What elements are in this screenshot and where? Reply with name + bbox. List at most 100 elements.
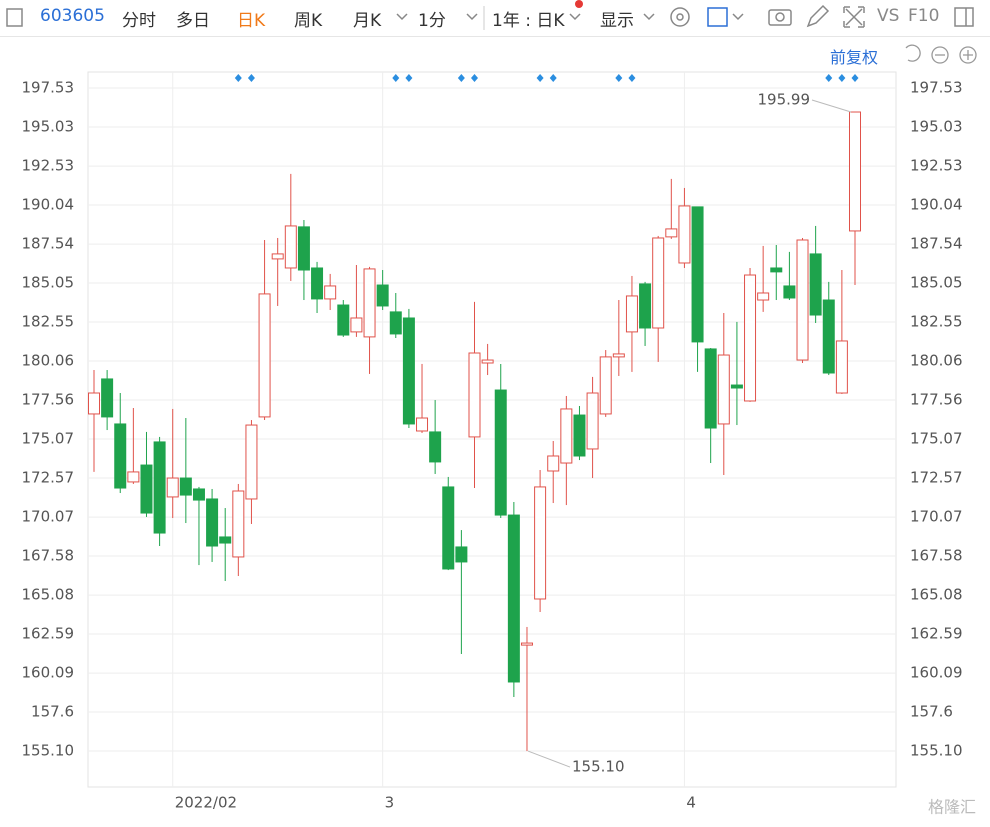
y-tick-label: 190.04: [22, 195, 75, 213]
candle-body: [717, 354, 730, 425]
y-tick-label-right: 175.07: [910, 429, 963, 447]
tab-active[interactable]: 日K: [237, 11, 266, 31]
candle-body: [127, 471, 140, 483]
candle-body: [757, 292, 770, 301]
annotation: 155.10: [572, 758, 625, 776]
x-tick-label: 3: [385, 794, 395, 812]
candle-body: [494, 389, 507, 516]
layout-icon[interactable]: [954, 7, 974, 27]
tab[interactable]: 1分: [418, 11, 446, 31]
undo-icon[interactable]: [905, 44, 921, 62]
y-tick-label: 160.09: [22, 664, 75, 682]
candle-body: [416, 417, 429, 432]
candle-body: [625, 295, 638, 333]
candle-body: [455, 546, 468, 563]
event-marker: [392, 74, 400, 82]
candle-body: [678, 205, 691, 264]
candle-body: [744, 274, 757, 402]
square-icon[interactable]: [707, 7, 728, 27]
candle-body: [337, 304, 350, 336]
candle-body: [258, 293, 271, 418]
candle-body: [376, 284, 389, 307]
candle-body: [547, 455, 560, 472]
candle-body: [691, 206, 704, 343]
candle-body: [652, 237, 665, 329]
zoom-out-icon[interactable]: [931, 46, 949, 64]
camera-icon[interactable]: [768, 9, 792, 26]
candle-body: [849, 111, 861, 232]
f10-button[interactable]: F10: [908, 6, 940, 26]
display-select[interactable]: 显示: [600, 11, 634, 31]
y-tick-label: 165.08: [22, 586, 75, 604]
y-tick-label: 172.57: [22, 469, 75, 487]
candle-body: [206, 498, 219, 547]
candle-body: [835, 340, 848, 394]
candle-body: [153, 441, 166, 534]
red-dot: [575, 0, 583, 8]
candle-body: [507, 514, 520, 683]
candle-body: [468, 352, 481, 438]
candle-body: [402, 317, 415, 425]
candle-body: [219, 536, 232, 544]
y-tick-label: 177.56: [22, 391, 75, 409]
zoom-in-icon[interactable]: [959, 46, 977, 64]
tab[interactable]: 周K: [294, 11, 323, 31]
x-tick-label: 4: [686, 794, 696, 812]
stock-code[interactable]: 603605: [40, 6, 105, 26]
y-tick-label-right: 167.58: [910, 547, 963, 565]
candle-body: [179, 477, 192, 496]
event-marker: [838, 74, 846, 82]
event-marker: [615, 74, 623, 82]
y-tick-label-right: 185.05: [910, 273, 963, 291]
y-tick-label-right: 182.55: [910, 313, 963, 331]
panel-icon[interactable]: [6, 8, 23, 27]
tab[interactable]: 多日: [176, 11, 210, 31]
plot-border: [87, 71, 897, 788]
y-tick-label-right: 197.53: [910, 78, 963, 96]
candle-body: [232, 490, 245, 558]
candle-body: [88, 392, 100, 415]
y-tick-label: 182.55: [22, 313, 75, 331]
adjust-button[interactable]: 前复权: [830, 48, 879, 67]
candle-body: [573, 414, 586, 457]
candle-body: [311, 267, 324, 300]
y-tick-label-right: 160.09: [910, 664, 963, 682]
period-select[interactable]: 1年 : 日K: [492, 11, 565, 31]
y-tick-label: 185.05: [22, 273, 75, 291]
candle-body: [730, 384, 743, 389]
candle-body: [101, 378, 114, 418]
expand-icon[interactable]: [843, 6, 865, 28]
tab[interactable]: 月K: [353, 11, 382, 31]
y-tick-label-right: 180.06: [910, 351, 963, 369]
candle-body: [665, 228, 678, 238]
event-marker: [247, 74, 255, 82]
event-marker: [536, 74, 544, 82]
candle-body: [442, 486, 455, 570]
settings-icon[interactable]: [670, 7, 690, 27]
candle-body: [114, 423, 127, 489]
tab[interactable]: 分时: [122, 11, 156, 31]
y-tick-label: 197.53: [22, 78, 75, 96]
y-tick-label: 157.6: [31, 702, 74, 720]
y-tick-label: 167.58: [22, 547, 75, 565]
vs-button[interactable]: VS: [877, 6, 900, 26]
y-tick-label: 155.10: [22, 742, 75, 760]
y-tick-label-right: 187.54: [910, 235, 963, 253]
candle-body: [166, 477, 179, 498]
candle-body: [560, 408, 573, 464]
y-tick-label-right: 157.6: [910, 702, 953, 720]
candle-body: [324, 285, 337, 300]
y-tick-label-right: 155.10: [910, 742, 963, 760]
chevrons: [396, 13, 744, 21]
candle-body: [809, 253, 822, 316]
toolbar: [0, 0, 990, 37]
candle-body: [140, 464, 153, 514]
y-tick-label: 180.06: [22, 351, 75, 369]
pen-icon[interactable]: [806, 4, 830, 28]
candle-body: [783, 285, 796, 299]
candle-body: [284, 225, 297, 269]
y-tick-label-right: 170.07: [910, 508, 963, 526]
watermark: 格隆汇: [928, 798, 976, 817]
candle-body: [586, 392, 599, 450]
